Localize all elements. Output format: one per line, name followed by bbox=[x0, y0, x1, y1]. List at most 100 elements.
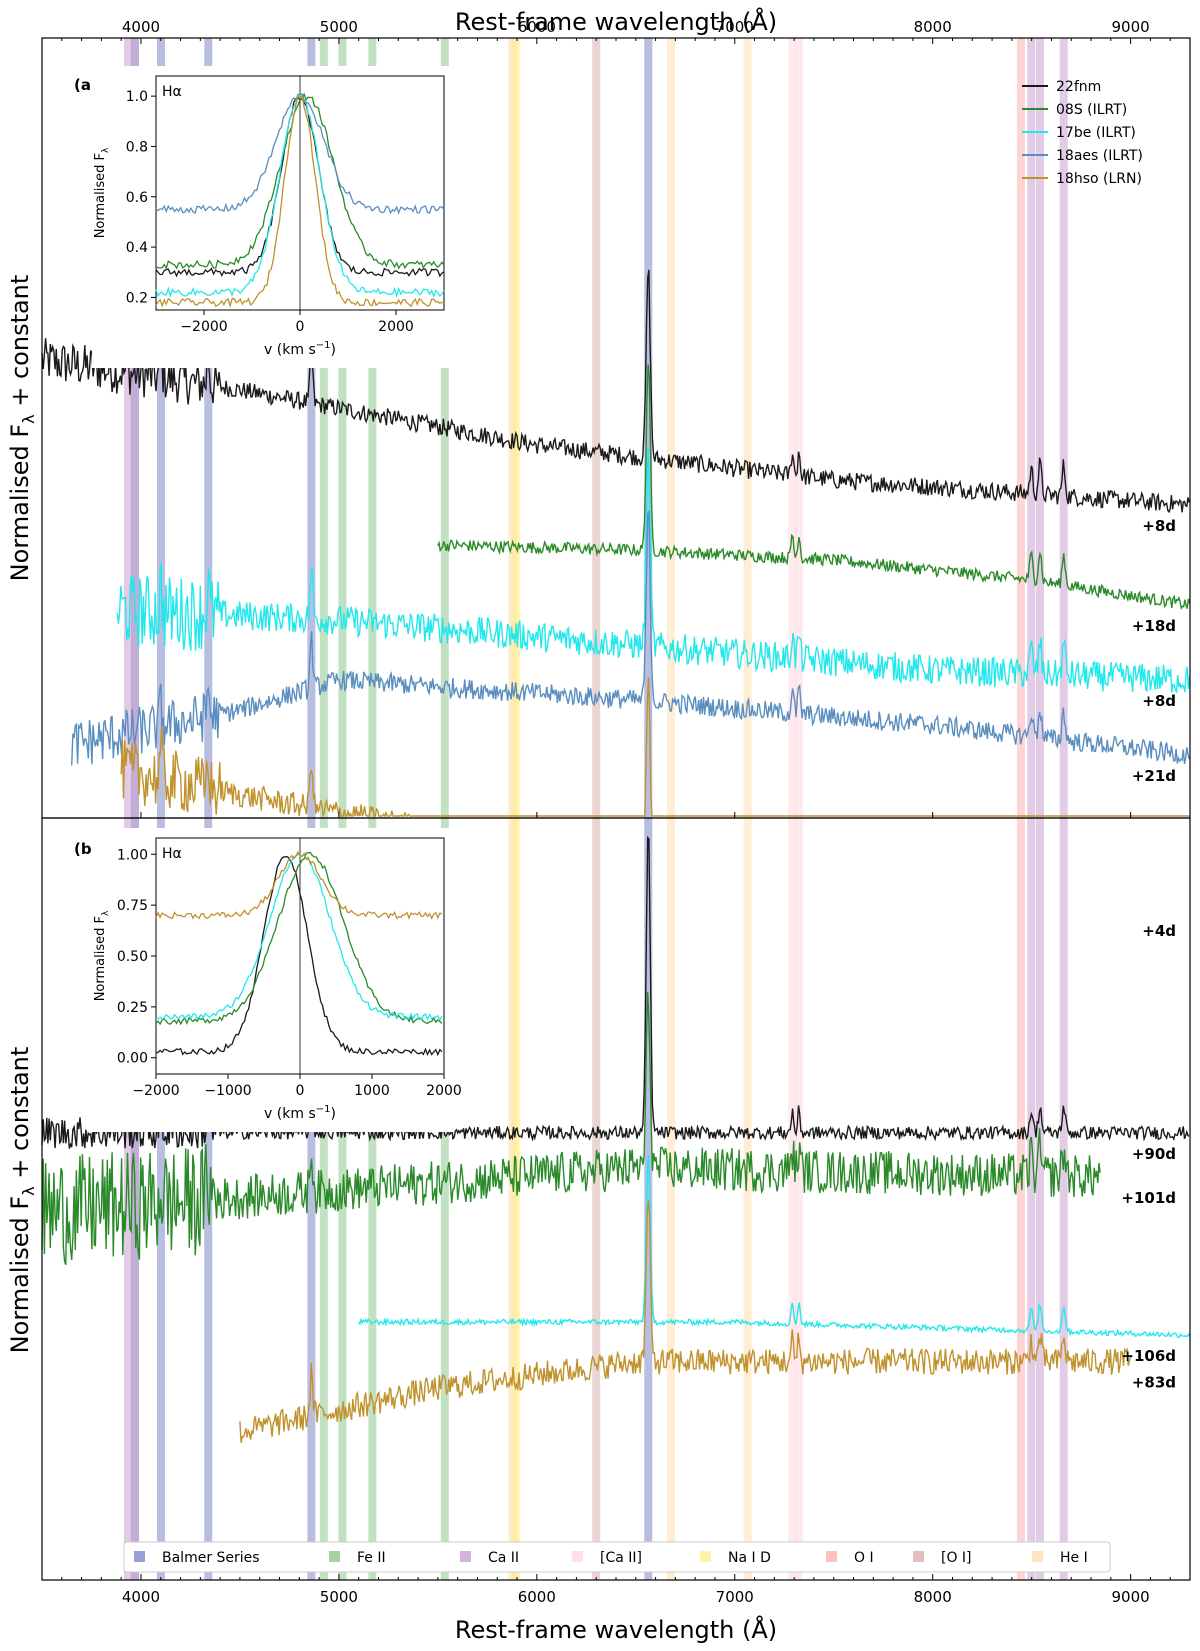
band-legend-swatch bbox=[329, 1551, 340, 1562]
bottom-x-axis: 4000 5000 6000 7000 8000 9000 bbox=[41, 1574, 1191, 1606]
line-band-fe-ii bbox=[338, 38, 347, 1580]
line-band--ca-ii- bbox=[788, 38, 797, 1580]
epoch-label: +101d bbox=[1121, 1189, 1176, 1207]
band-legend-swatch bbox=[134, 1551, 145, 1562]
inset-y-label: Normalised Fλ bbox=[93, 147, 111, 238]
spectrum-a-18hso bbox=[120, 677, 1190, 818]
line-band-ca-ii bbox=[123, 38, 132, 1580]
insets-layer: −2000 0 2000 0.2 0.4 0.6 0.8 1.0 Hα v (km s−1) Nor… bbox=[92, 66, 462, 1132]
inset-x-tick-label: −1000 bbox=[204, 1083, 251, 1099]
inset-y-tick-label: 0.4 bbox=[126, 240, 148, 256]
line-band-fe-ii bbox=[319, 38, 328, 1580]
panel-a-label: (a) bbox=[74, 76, 98, 94]
band-legend-entry: O I bbox=[854, 1550, 874, 1566]
band-legend-box bbox=[123, 1541, 1111, 1573]
inset-title: Hα bbox=[162, 846, 182, 862]
spectrum-a-17be bbox=[116, 448, 1191, 694]
inset-x-tick-label: −2000 bbox=[180, 319, 227, 335]
inset-x-tick-label: 1000 bbox=[354, 1083, 390, 1099]
x-tick-label: 8000 bbox=[914, 18, 952, 36]
inset-y-tick-label: 0.6 bbox=[126, 190, 148, 206]
band-legend-entry: [O I] bbox=[941, 1550, 972, 1566]
inset-y-tick-label: 0.25 bbox=[117, 1000, 148, 1016]
line-band-balmer-series bbox=[307, 38, 316, 1580]
inset-x-tick-label: 2000 bbox=[378, 319, 414, 335]
epoch-label: +4d bbox=[1142, 922, 1176, 940]
x-tick-label: 5000 bbox=[320, 1588, 358, 1606]
epoch-labels: +8d +18d +8d +21d +4d +90d +101d +106d +83d bbox=[1121, 517, 1176, 1392]
inset-x-tick-label: −2000 bbox=[132, 1083, 179, 1099]
line-band-balmer-series bbox=[204, 38, 213, 1580]
inset-line-08S bbox=[155, 92, 445, 270]
inset-y-tick-label: 0.00 bbox=[117, 1051, 148, 1067]
epoch-label: +18d bbox=[1132, 617, 1176, 635]
line-band-balmer-series bbox=[156, 38, 165, 1580]
inset-x-tick-label: 0 bbox=[296, 1083, 305, 1099]
spectrum-b-17be bbox=[358, 1154, 1191, 1338]
epoch-label: +8d bbox=[1142, 692, 1176, 710]
band-legend-entry: Na I D bbox=[728, 1550, 771, 1566]
x-tick-label: 9000 bbox=[1112, 18, 1150, 36]
line-band-o-i bbox=[1016, 38, 1025, 1580]
legend-entry: 18aes (ILRT) bbox=[1056, 148, 1143, 164]
line-band--ca-ii- bbox=[794, 38, 803, 1580]
band-legend: Balmer Series Fe II Ca II [Ca II] Na I D O I [… bbox=[123, 1541, 1111, 1573]
bottom-x-axis-label: Rest-frame wavelength (Å) bbox=[455, 1615, 777, 1644]
band-legend-swatch bbox=[572, 1551, 583, 1562]
inset-y-tick-label: 0.8 bbox=[126, 139, 148, 155]
epoch-label: +8d bbox=[1142, 517, 1176, 535]
x-tick-label: 5000 bbox=[320, 18, 358, 36]
inset-y-tick-label: 0.75 bbox=[117, 898, 148, 914]
series-legend: 22fnm 08S (ILRT) 17be (ILRT) 18aes (ILRT) 18… bbox=[1022, 79, 1143, 187]
inset-line-18aes bbox=[155, 93, 445, 215]
line-band-he-i bbox=[508, 38, 517, 1580]
band-legend-entry: He I bbox=[1060, 1550, 1088, 1566]
line-band-he-i bbox=[667, 38, 676, 1580]
line-band-balmer-series bbox=[644, 38, 653, 1580]
band-legend-entry: [Ca II] bbox=[600, 1550, 642, 1566]
line-band-ca-ii bbox=[1059, 38, 1068, 1580]
band-legend-swatch bbox=[913, 1551, 924, 1562]
top-x-axis-label: Rest-frame wavelength (Å) bbox=[455, 7, 777, 36]
top-x-axis: 4000 5000 6000 7000 8000 9000 bbox=[41, 18, 1191, 818]
x-tick-label: 7000 bbox=[716, 18, 754, 36]
epoch-label: +106d bbox=[1121, 1347, 1176, 1365]
inset-line-18hso bbox=[155, 93, 445, 308]
inset-x-label: v (km s−1) bbox=[264, 1104, 336, 1122]
inset-y-label: Normalised Fλ bbox=[93, 910, 111, 1001]
inset-x-tick-label: 2000 bbox=[426, 1083, 462, 1099]
inset-y-tick-label: 1.00 bbox=[117, 847, 148, 863]
inset-x-label: v (km s−1) bbox=[264, 340, 336, 358]
x-tick-label: 4000 bbox=[122, 18, 160, 36]
panel-a-y-axis-label: Normalised Fλ + constant bbox=[6, 275, 38, 582]
x-tick-label: 6000 bbox=[518, 18, 556, 36]
inset-x-tick-label: 0 bbox=[296, 319, 305, 335]
band-legend-swatch bbox=[460, 1551, 471, 1562]
spectrum-b-18hso bbox=[239, 1200, 1132, 1443]
x-tick-label: 4000 bbox=[122, 1588, 160, 1606]
line-band-he-i bbox=[743, 38, 752, 1580]
inset-line-17be bbox=[155, 93, 445, 299]
band-legend-swatch bbox=[826, 1551, 837, 1562]
line-band--o-i- bbox=[592, 38, 601, 1580]
spectrum-a-18aes bbox=[71, 510, 1190, 766]
line-band-ca-ii bbox=[1027, 38, 1036, 1580]
inset-line-08S bbox=[155, 851, 443, 1026]
legend-entry: 17be (ILRT) bbox=[1056, 125, 1136, 141]
line-band-ca-ii bbox=[130, 38, 139, 1580]
x-tick-label: 7000 bbox=[716, 1588, 754, 1606]
line-band-ca-ii bbox=[1035, 38, 1044, 1580]
spectrum-b-08S bbox=[41, 991, 1101, 1266]
inset-title: Hα bbox=[162, 84, 182, 100]
spectrum-a-08S bbox=[437, 364, 1191, 611]
band-legend-entry: Fe II bbox=[357, 1550, 386, 1566]
inset-b: −2000 −1000 0 1000 2000 0.00 0.25 0.50 0.75 1.00 H… bbox=[92, 828, 462, 1132]
inset-line-18hso bbox=[155, 850, 443, 920]
x-tick-label: 9000 bbox=[1112, 1588, 1150, 1606]
band-legend-swatch bbox=[1032, 1551, 1043, 1562]
panel-b-y-axis-label: Normalised Fλ + constant bbox=[6, 1047, 38, 1354]
inset-y-tick-label: 0.50 bbox=[117, 949, 148, 965]
inset-line-22fnm bbox=[155, 856, 443, 1057]
x-tick-label: 8000 bbox=[914, 1588, 952, 1606]
legend-entry: 08S (ILRT) bbox=[1056, 102, 1127, 118]
